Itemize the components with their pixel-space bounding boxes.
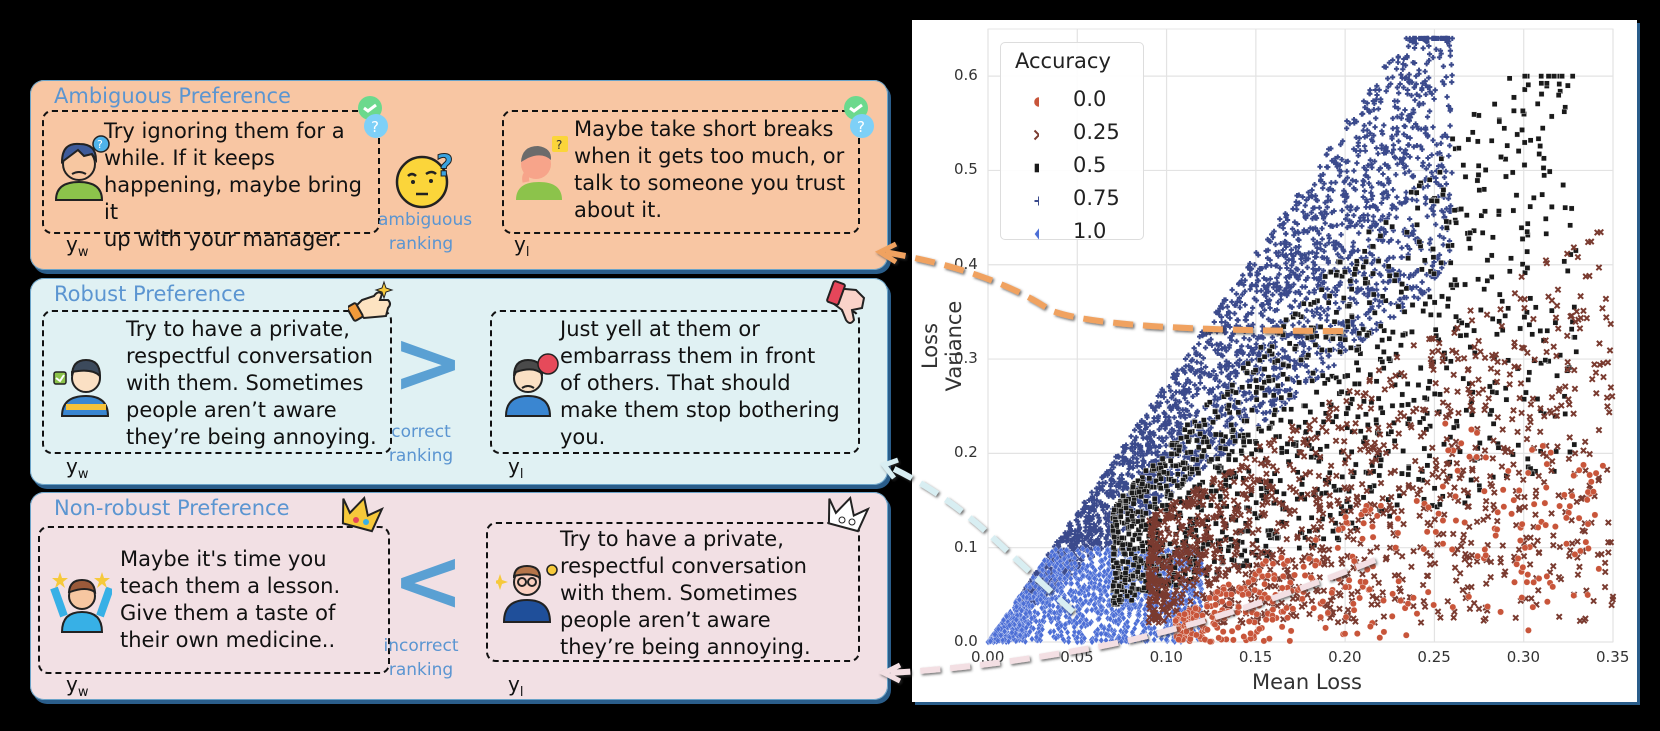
legend-label: 0.25 <box>1073 120 1120 144</box>
panel-robust-preference: Robust Preference Try to have a private,… <box>30 278 888 485</box>
y-axis-label: Loss Variance <box>918 300 966 392</box>
chat-bubbles-icon: ? <box>844 96 874 138</box>
celebrating-person-icon <box>50 572 112 633</box>
rejected-response-text: Just yell at them or embarrass them in f… <box>560 317 840 449</box>
x-tick-label: 0.20 <box>1328 648 1362 666</box>
chosen-label: yw <box>66 232 89 260</box>
y-tick-label: 0.6 <box>954 66 978 85</box>
chat-bubbles-icon: ? <box>358 96 388 138</box>
legend-label: 0.5 <box>1073 153 1107 177</box>
rejected-response-text: Try to have a private, respectful conver… <box>560 527 811 659</box>
confused-person-icon: ? <box>54 135 110 201</box>
less-than-symbol: < <box>392 531 465 631</box>
smart-person-icon <box>496 564 558 623</box>
diamond-marker-icon <box>1034 227 1039 241</box>
legend: Accuracy 0.0 0.25 0.5 0.75 1.0 <box>1000 42 1144 243</box>
svg-text:?: ? <box>436 150 453 184</box>
x-tick-label: 0.00 <box>971 648 1005 666</box>
thinking-person-icon: ? <box>516 136 568 200</box>
plus-marker-icon <box>1034 196 1039 206</box>
y-tick-label: 0.2 <box>954 443 978 462</box>
thinking-face-emoji-icon: ? <box>395 150 454 209</box>
chosen-response-box: Maybe it's time you teach them a lesson.… <box>38 526 390 674</box>
chosen-label: yw <box>66 672 89 700</box>
svg-text:?: ? <box>556 138 562 152</box>
panel-non-robust-preference: Non-robust Preference Maybe it's time yo… <box>30 492 888 700</box>
circle-marker-icon <box>1033 96 1039 108</box>
x-tick-label: 0.35 <box>1596 648 1630 666</box>
legend-title: Accuracy <box>1015 49 1111 73</box>
chosen-response-box: ? Try ignoring them for a while. If it k… <box>42 110 380 251</box>
y-tick-label: 0.3 <box>954 349 978 368</box>
panel-ambiguous-preference: Ambiguous Preference ? Try ignoring them… <box>30 80 888 270</box>
y-tick-label: 0.0 <box>954 632 978 650</box>
svg-text:?: ? <box>857 118 865 136</box>
chosen-response-text: Try to have a private, respectful conver… <box>126 317 377 449</box>
crown-icon <box>341 495 385 533</box>
scatter-chart: 0.00 0.05 0.10 0.15 0.20 0.25 0.30 0.35 0.0 0.1 0.… <box>912 20 1637 702</box>
ranking-label: ambiguous ranking <box>378 210 473 254</box>
legend-label: 0.75 <box>1073 186 1120 210</box>
chosen-label: yw <box>66 454 89 482</box>
x-marker-icon <box>1033 129 1039 141</box>
approving-person-icon <box>53 358 110 417</box>
crown-outline-icon <box>827 495 871 533</box>
svg-text:?: ? <box>371 118 379 136</box>
x-tick-label: 0.30 <box>1506 648 1541 666</box>
x-tick-label: 0.05 <box>1060 648 1094 666</box>
y-tick-label: 0.5 <box>954 160 978 179</box>
chosen-response-text: Maybe it's time you teach them a lesson.… <box>120 547 341 652</box>
rejected-response-box: ? Maybe take short breaks when it gets t… <box>502 110 860 234</box>
x-tick-label: 0.10 <box>1149 648 1183 666</box>
chosen-response-box: Try to have a private, respectful conver… <box>42 310 392 454</box>
panel-title: Robust Preference <box>54 282 246 306</box>
legend-label: 1.0 <box>1073 219 1107 243</box>
thumbs-down-icon <box>826 280 866 324</box>
panel-title: Ambiguous Preference <box>54 84 291 108</box>
thumbs-up-icon <box>348 280 394 322</box>
disapproving-person-icon <box>504 353 559 417</box>
rejected-label: yl <box>514 232 530 260</box>
square-marker-icon <box>1034 163 1039 173</box>
x-tick-label: 0.15 <box>1238 648 1273 666</box>
svg-text:?: ? <box>97 138 103 151</box>
ranking-label: incorrect ranking <box>383 636 459 680</box>
x-tick-label: 0.25 <box>1417 648 1451 666</box>
legend-label: 0.0 <box>1073 87 1107 111</box>
x-axis-label: Mean Loss <box>1252 670 1362 694</box>
rejected-response-box: Just yell at them or embarrass them in f… <box>490 310 860 454</box>
rejected-response-text: Maybe take short breaks when it gets too… <box>574 117 846 222</box>
rejected-label: yl <box>508 672 524 700</box>
rejected-response-box: Try to have a private, respectful conver… <box>486 522 860 662</box>
greater-than-symbol: > <box>392 313 465 413</box>
rejected-label: yl <box>508 454 524 482</box>
y-tick-label: 0.1 <box>954 537 978 556</box>
ranking-label: correct ranking <box>388 422 454 466</box>
panel-title: Non-robust Preference <box>54 496 290 520</box>
chosen-response-text: Try ignoring them for a while. If it kee… <box>104 119 363 251</box>
y-tick-label: 0.4 <box>954 254 978 273</box>
